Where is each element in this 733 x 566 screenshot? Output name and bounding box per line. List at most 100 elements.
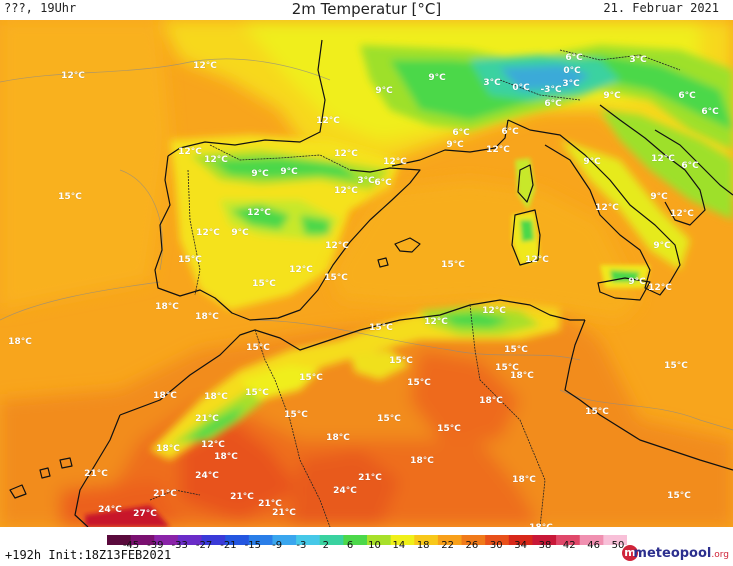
map-header: ???, 19Uhr 2m Temperatur [°C] 21. Februa…: [0, 0, 733, 20]
temperature-label: 9°C: [428, 73, 446, 83]
temperature-label: 15°C: [585, 407, 609, 417]
temperature-label: 0°C: [512, 83, 530, 93]
color-scale-segment: [508, 535, 533, 545]
temperature-label: 12°C: [61, 71, 85, 81]
temperature-label: 9°C: [375, 86, 393, 96]
temperature-label: 12°C: [595, 203, 619, 213]
valid-date-label: 21. Februar 2021: [603, 1, 719, 15]
temperature-label: 12°C: [482, 306, 506, 316]
temperature-label: 12°C: [670, 209, 694, 219]
temperature-label: 12°C: [486, 145, 510, 155]
color-scale-segment: [414, 535, 439, 545]
temperature-label: 6°C: [681, 161, 699, 171]
temperature-label: 12°C: [334, 186, 358, 196]
temperature-label: 21°C: [230, 492, 254, 502]
temperature-label: 21°C: [84, 469, 108, 479]
color-scale-tick: 34: [514, 540, 527, 551]
temperature-label: 6°C: [374, 178, 392, 188]
temperature-label: 15°C: [437, 424, 461, 434]
temperature-label: 0°C: [563, 66, 581, 76]
brand-name: meteopool: [633, 546, 712, 561]
temperature-label: 9°C: [446, 140, 464, 150]
temperature-map: 12°C 12°C 9°C 9°C 6°C 0°C 3°C 3°C 0°C -3°C 3°C 6°C 9…: [0, 20, 733, 544]
color-scale-segment: [437, 535, 463, 545]
temperature-label: 6°C: [544, 99, 562, 109]
temperature-label: 12°C: [424, 317, 448, 327]
temperature-label: 15°C: [664, 361, 688, 371]
color-scale-tick: -39: [147, 540, 164, 551]
temperature-label: 9°C: [650, 192, 668, 202]
color-scale-tick: 10: [368, 540, 381, 551]
color-scale-segment: [319, 535, 344, 545]
color-scale-segment: [461, 535, 486, 545]
color-scale-tick: 30: [489, 540, 503, 551]
color-scale-segment: [343, 535, 368, 545]
color-scale-tick: 26: [465, 540, 479, 551]
temperature-label: 15°C: [667, 491, 691, 501]
color-scale-labels: -45 -39 -33 -27 -21 -15 -9 -3 2 6 10 14 18 22 26 30 34 38…: [0, 540, 733, 554]
temperature-label: 12°C: [201, 440, 225, 450]
temperature-label: 9°C: [251, 169, 269, 179]
color-scale-segment: [485, 535, 510, 545]
color-scale-tick: 18: [416, 540, 430, 551]
temperature-label: 12°C: [289, 265, 313, 275]
temperature-label: 12°C: [525, 255, 549, 265]
color-scale-segment: [296, 535, 321, 545]
color-scale-tick: -33: [171, 540, 188, 551]
temperature-label: 15°C: [58, 192, 82, 202]
temperature-label: 15°C: [178, 255, 202, 265]
temperature-label: 3°C: [483, 78, 501, 88]
temperature-label: 27°C: [133, 509, 157, 519]
temperature-label: 15°C: [324, 273, 348, 283]
temperature-label: 12°C: [316, 116, 340, 126]
temperature-label: 12°C: [193, 61, 217, 71]
temperature-label: 24°C: [98, 505, 122, 515]
meteopool-brand: meteopool.org: [633, 546, 729, 561]
temperature-label: 15°C: [377, 414, 401, 424]
temperature-label: 6°C: [452, 128, 470, 138]
temperature-label: 9°C: [603, 91, 621, 101]
temperature-label: 15°C: [369, 323, 393, 333]
color-scale-tick: -9: [272, 540, 283, 551]
color-scale-tick: 14: [392, 540, 406, 551]
color-scale-segment: [248, 535, 273, 545]
temperature-field: [0, 20, 733, 528]
color-scale-segment: [107, 535, 132, 545]
color-scale-gradient: [107, 535, 628, 545]
temperature-label: 6°C: [701, 107, 719, 117]
temperature-label: 12°C: [383, 157, 407, 167]
meteopool-logo-icon: m: [622, 545, 638, 561]
color-scale-segment: [130, 535, 155, 545]
temperature-label: 18°C: [153, 391, 177, 401]
temperature-label: 18°C: [156, 444, 180, 454]
color-scale-tick: -21: [220, 540, 237, 551]
temperature-label: 21°C: [358, 473, 382, 483]
temperature-label: 18°C: [510, 371, 534, 381]
color-scale-tick: 2: [322, 540, 329, 551]
temperature-label: -3°C: [540, 85, 562, 95]
color-scale-tick: 46: [587, 540, 600, 551]
color-scale-bar: [107, 530, 628, 549]
temperature-label: 6°C: [565, 53, 583, 63]
temperature-label: 12°C: [325, 241, 349, 251]
temperature-label: 3°C: [629, 55, 647, 65]
temperature-label: 21°C: [195, 414, 219, 424]
color-scale-segment: [201, 535, 226, 545]
temperature-label: 12°C: [204, 155, 228, 165]
color-scale-tick: 42: [562, 540, 576, 551]
color-scale-segment: [579, 535, 604, 545]
color-scale-tick: 22: [441, 540, 454, 551]
temperature-label: 12°C: [247, 208, 271, 218]
color-scale-tick: -27: [195, 540, 213, 551]
brand-suffix: .org: [711, 550, 729, 560]
temperature-label: 9°C: [653, 241, 671, 251]
temperature-label: 15°C: [284, 410, 308, 420]
color-scale-segment: [390, 535, 415, 545]
color-scale-tick: 38: [538, 540, 552, 551]
temperature-label: 9°C: [583, 157, 601, 167]
temperature-label: 18°C: [479, 396, 503, 406]
map-title: 2m Temperatur [°C]: [291, 0, 442, 18]
color-scale-segment: [177, 535, 203, 545]
temperature-label: 24°C: [333, 486, 357, 496]
temperature-label: 24°C: [195, 471, 219, 481]
